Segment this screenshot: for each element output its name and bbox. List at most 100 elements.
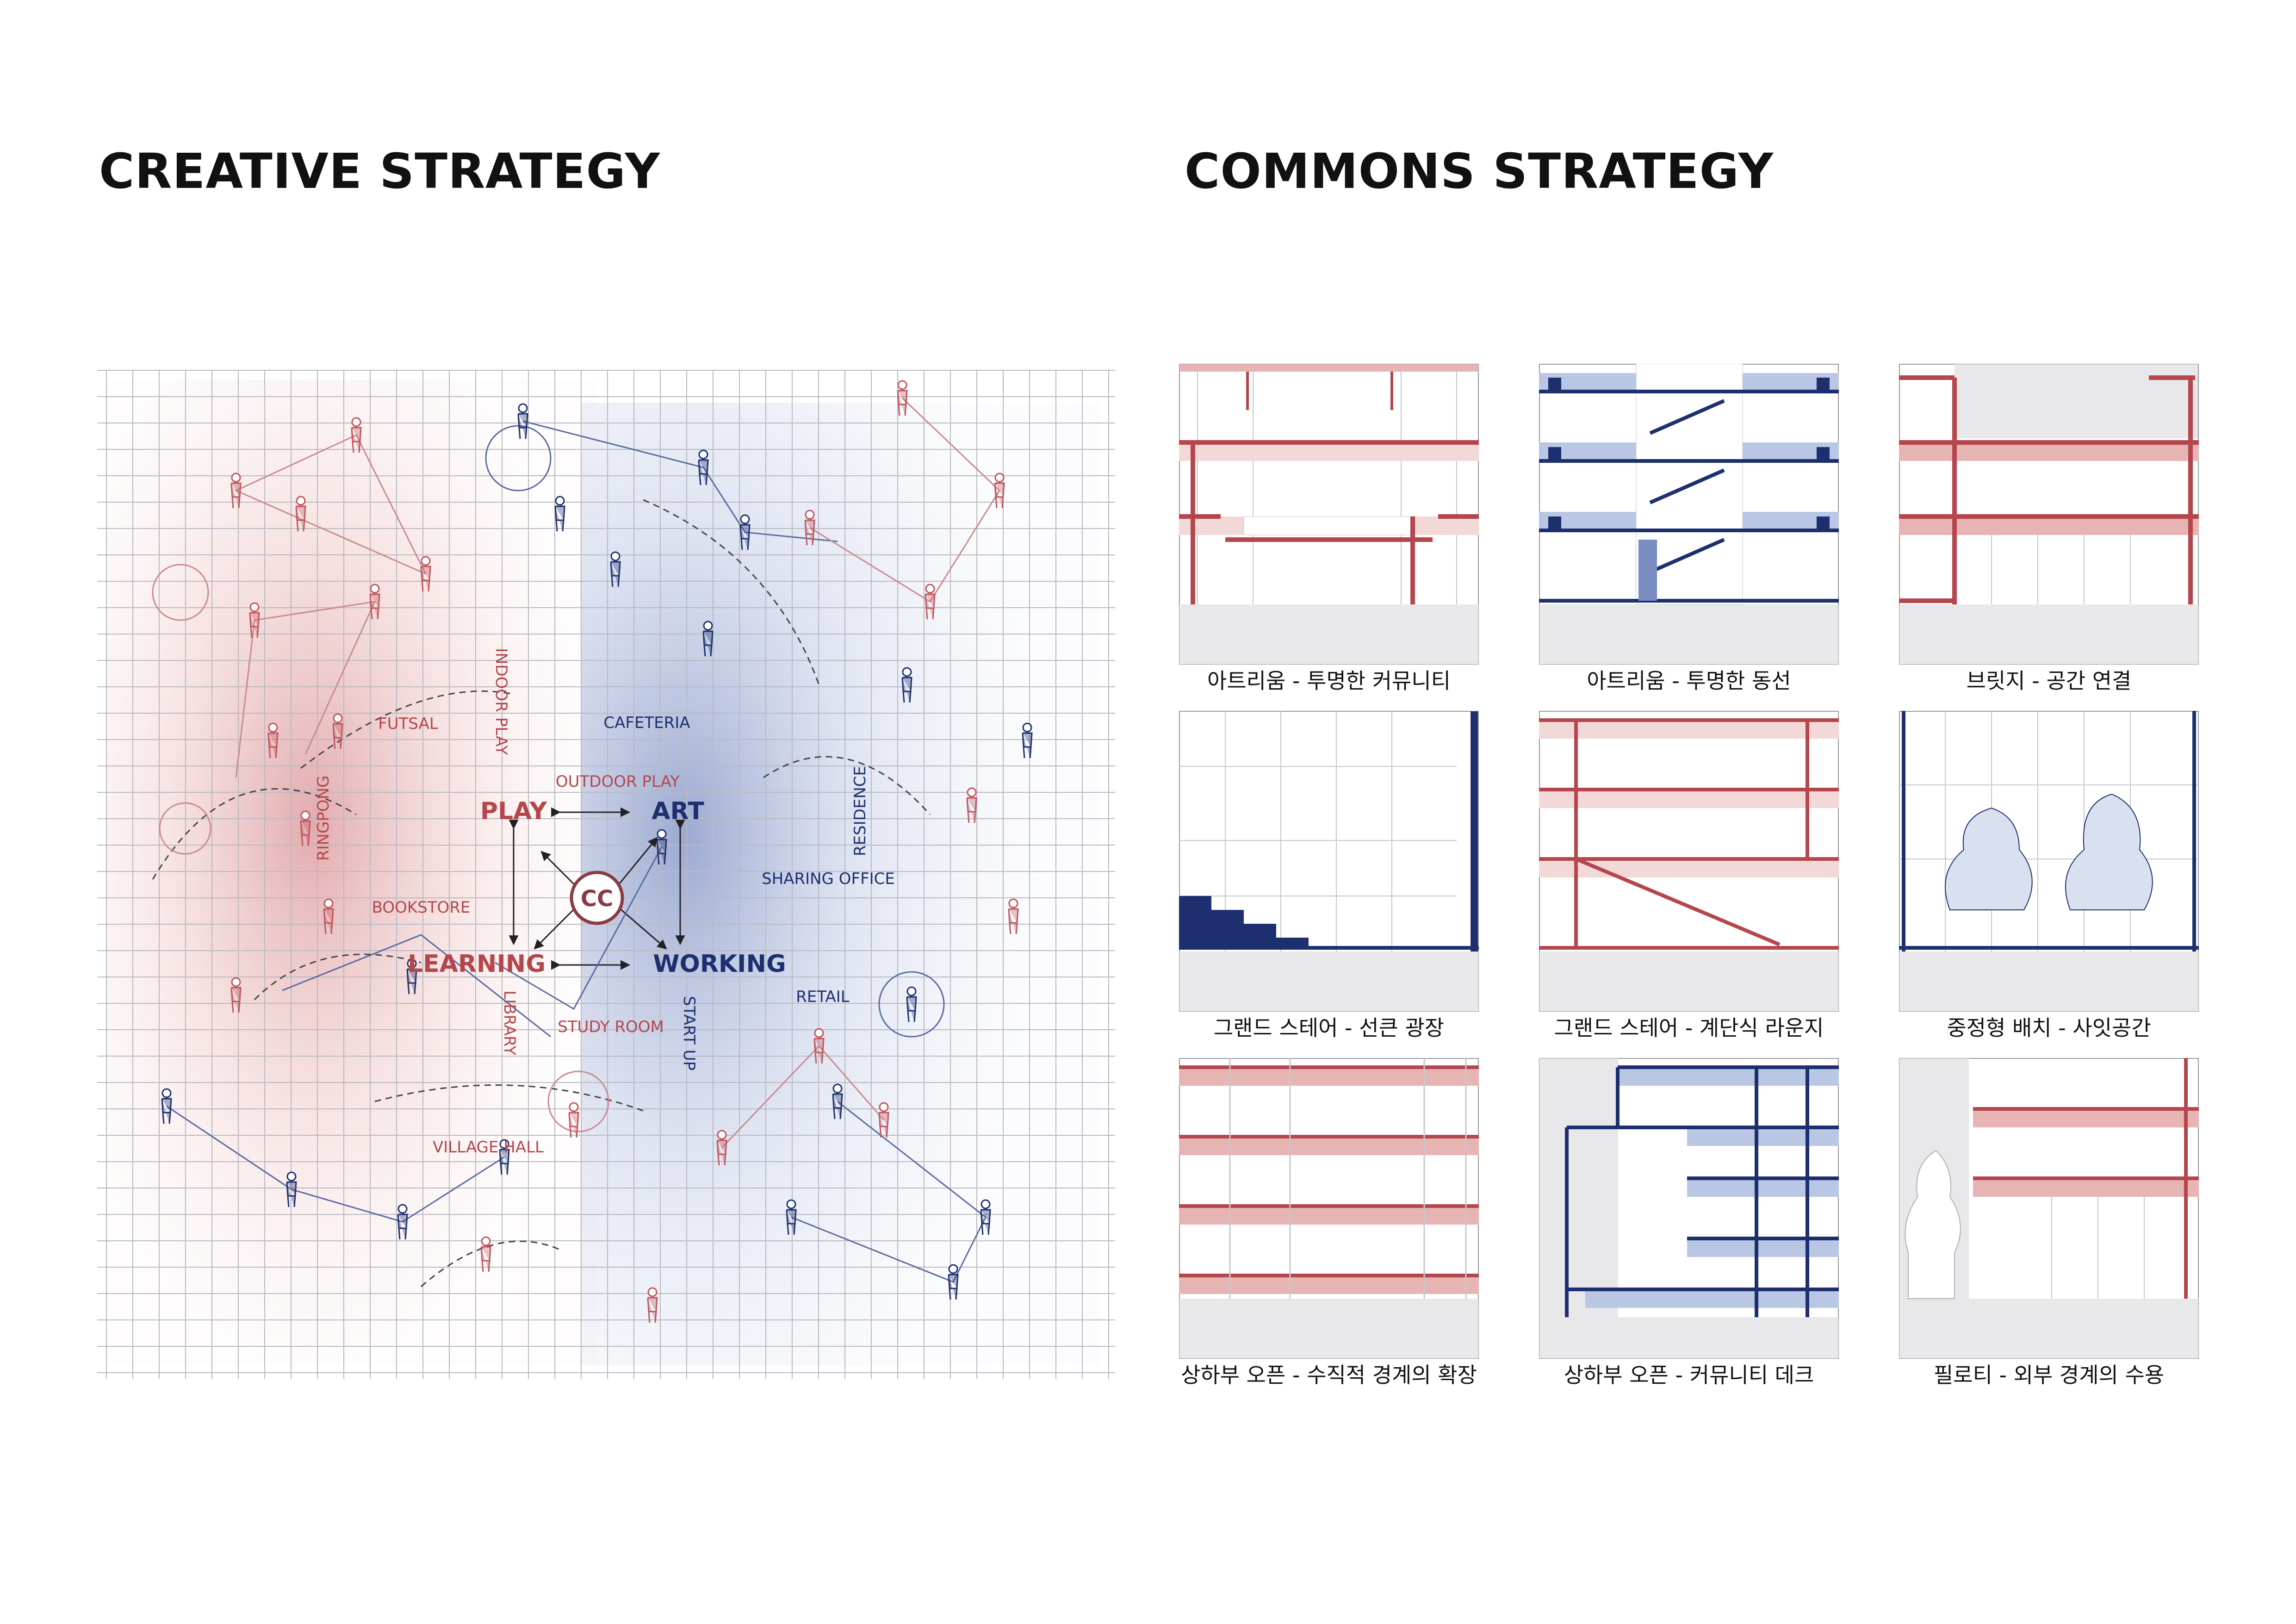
person-figure bbox=[499, 1139, 510, 1175]
person-head bbox=[879, 1102, 889, 1112]
panel-community-deck bbox=[1539, 1058, 1839, 1359]
person-body bbox=[406, 968, 417, 995]
grid bbox=[97, 370, 1115, 1379]
person-body bbox=[786, 1209, 797, 1235]
person-body bbox=[980, 1209, 991, 1235]
panel-grand-stair-sunken bbox=[1179, 711, 1479, 1012]
bookstore-label: BOOKSTORE bbox=[372, 898, 471, 917]
creative-strategy-title: CREATIVE STRATEGY bbox=[99, 143, 660, 199]
person-head bbox=[555, 496, 565, 506]
person-figure bbox=[1008, 898, 1019, 934]
person-body bbox=[656, 839, 667, 865]
caption-atrium-community: 아트리움 - 투명한 커뮤니티 bbox=[1207, 668, 1451, 693]
person-figure bbox=[813, 1028, 825, 1064]
person-figure bbox=[804, 510, 815, 546]
dashed-curves bbox=[152, 499, 931, 1288]
cafeteria-label: CAFETERIA bbox=[603, 714, 690, 732]
person-head bbox=[231, 977, 241, 987]
highlight-circles bbox=[152, 564, 609, 1132]
person-figure bbox=[300, 810, 311, 846]
person-body bbox=[897, 390, 908, 416]
atrium-circulation-section-icon bbox=[1539, 364, 1839, 665]
person-head bbox=[1022, 722, 1032, 733]
person-body bbox=[647, 1297, 658, 1323]
blue-zone bbox=[581, 403, 1099, 1365]
core-arrows bbox=[509, 807, 685, 970]
person-figure bbox=[369, 584, 380, 620]
person-head bbox=[231, 473, 241, 483]
person-body bbox=[397, 1213, 408, 1240]
atrium-community-section-icon bbox=[1179, 364, 1479, 665]
person-body bbox=[480, 1246, 491, 1272]
person-head bbox=[481, 1236, 491, 1246]
panel-bridge bbox=[1899, 364, 2199, 665]
person-figure bbox=[295, 496, 306, 532]
community-deck-section-icon bbox=[1539, 1058, 1839, 1359]
person-body bbox=[901, 677, 912, 703]
futsal-label: FUTSAL bbox=[378, 715, 438, 733]
person-figure bbox=[925, 584, 936, 620]
caption-community-deck: 상하부 오픈 - 커뮤니티 데크 bbox=[1564, 1363, 1814, 1388]
person-head bbox=[407, 958, 417, 969]
outdoor-play-label: OUTDOOR PLAY bbox=[556, 772, 680, 791]
person-figure bbox=[897, 380, 908, 416]
person-body bbox=[230, 482, 242, 509]
residence-label: RESIDENCE bbox=[851, 766, 869, 856]
caption-grand-stair-sunken: 그랜드 스테어 - 선큰 광장 bbox=[1213, 1015, 1445, 1040]
person-figure bbox=[980, 1199, 991, 1235]
library-label: LIBRARY bbox=[500, 990, 519, 1055]
person-figure bbox=[610, 551, 621, 587]
ringpong-label: RINGPONG bbox=[314, 776, 333, 861]
person-body bbox=[804, 519, 815, 546]
person-figure bbox=[1022, 722, 1033, 759]
person-body bbox=[420, 566, 431, 592]
person-body bbox=[1022, 732, 1033, 759]
person-figure bbox=[420, 556, 431, 592]
person-body bbox=[610, 561, 621, 587]
red-zone bbox=[106, 380, 597, 1365]
person-figure bbox=[161, 1088, 172, 1124]
sharing-office-label: SHARING OFFICE bbox=[762, 870, 895, 888]
person-head bbox=[698, 449, 708, 460]
person-head bbox=[703, 621, 713, 631]
person-figure bbox=[966, 787, 977, 823]
courtyard-section-icon bbox=[1899, 711, 2199, 1012]
person-head bbox=[569, 1102, 579, 1112]
highlight-circles-blue bbox=[485, 425, 945, 1038]
person-figure bbox=[656, 829, 667, 865]
person-body bbox=[906, 996, 917, 1022]
person-head bbox=[740, 514, 750, 524]
panel-atrium-community bbox=[1179, 364, 1479, 665]
panel-atrium-circulation bbox=[1539, 364, 1839, 665]
person-figure bbox=[230, 473, 242, 509]
person-body bbox=[517, 413, 528, 439]
person-figure bbox=[480, 1236, 491, 1272]
person-head bbox=[518, 403, 528, 413]
person-head bbox=[296, 496, 306, 506]
person-figure bbox=[698, 449, 709, 485]
person-body bbox=[499, 1149, 510, 1175]
person-figure bbox=[323, 898, 334, 934]
panel-courtyard bbox=[1899, 711, 2199, 1012]
creative-strategy-diagram: CC PLAY ART LEARNING WORKING FUTSAL INDO… bbox=[97, 361, 1124, 1388]
person-head bbox=[980, 1199, 991, 1209]
panel-piloti bbox=[1899, 1058, 2199, 1359]
person-head bbox=[351, 417, 361, 427]
person-body bbox=[332, 723, 343, 749]
person-body bbox=[568, 1112, 579, 1138]
person-figure bbox=[739, 514, 751, 550]
person-body bbox=[300, 820, 311, 846]
person-head bbox=[647, 1287, 658, 1297]
person-body bbox=[702, 630, 714, 657]
person-body bbox=[369, 593, 380, 620]
person-head bbox=[323, 898, 334, 908]
start-up-label: START UP bbox=[680, 996, 698, 1070]
village-hall-label: VILLAGE HALL bbox=[433, 1138, 544, 1157]
person-figure bbox=[901, 667, 912, 703]
person-figure bbox=[568, 1102, 579, 1138]
person-head bbox=[906, 986, 917, 996]
grand-stair-sunken-section-icon bbox=[1179, 711, 1479, 1012]
person-figure bbox=[716, 1130, 727, 1166]
person-body bbox=[323, 908, 334, 934]
person-body bbox=[230, 987, 242, 1013]
